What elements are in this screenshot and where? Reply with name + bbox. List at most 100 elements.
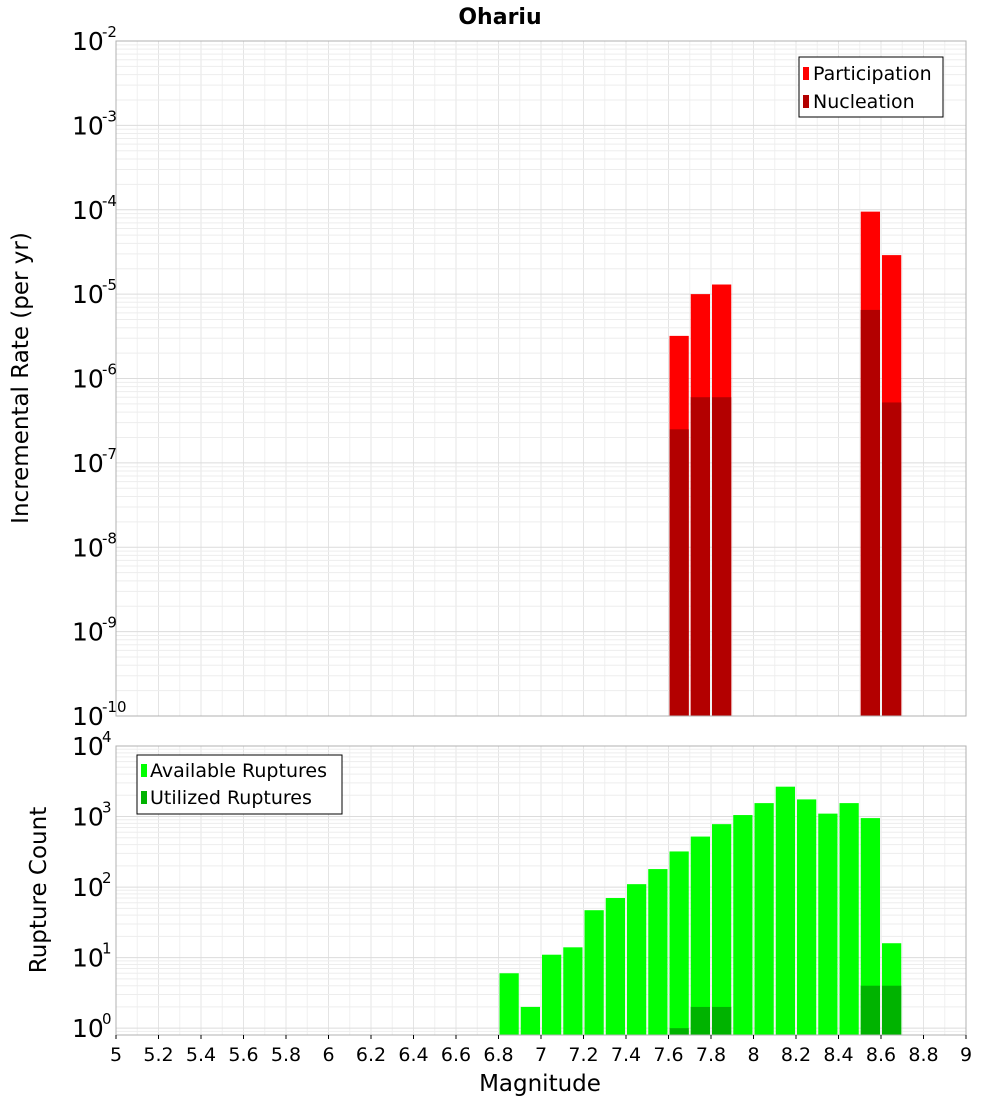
bar-utilized-ruptures xyxy=(860,985,880,1035)
bar-utilized-ruptures xyxy=(882,985,902,1035)
legend-swatch-available-ruptures xyxy=(141,764,147,777)
bar-available-ruptures xyxy=(860,818,880,1035)
y-tick-base: 10 xyxy=(72,1014,104,1043)
y-tick-base: 10 xyxy=(72,365,104,394)
bar-available-ruptures xyxy=(669,851,689,1035)
y-tick-label: 10-5 xyxy=(72,276,117,309)
y-tick-base: 10 xyxy=(72,196,104,225)
bottom-bars xyxy=(499,786,902,1035)
top-panel: 10-210-310-410-510-610-710-810-910-10 In… xyxy=(8,23,967,731)
x-axis-title: Magnitude xyxy=(479,1071,601,1097)
y-tick-exponent: 2 xyxy=(102,869,112,887)
y-tick-label: 104 xyxy=(72,728,112,761)
legend-label-utilized-ruptures: Utilized Ruptures xyxy=(150,787,312,809)
legend-swatch-utilized-ruptures xyxy=(141,791,147,804)
y-tick-label: 100 xyxy=(72,1010,112,1043)
bar-available-ruptures xyxy=(563,947,583,1035)
top-legend-box xyxy=(798,56,944,118)
y-tick-exponent: -7 xyxy=(102,445,117,463)
y-tick-label: 10-6 xyxy=(72,361,117,394)
bar-available-ruptures xyxy=(542,954,562,1035)
y-tick-exponent: 1 xyxy=(102,940,112,958)
x-tick-label: 7.4 xyxy=(611,1044,641,1066)
top-gridlines xyxy=(115,40,967,717)
y-tick-label: 10-3 xyxy=(72,107,117,140)
y-tick-exponent: -5 xyxy=(102,276,117,294)
bar-available-ruptures xyxy=(605,898,625,1035)
x-tick-label: 7.6 xyxy=(653,1044,683,1066)
y-tick-base: 10 xyxy=(72,702,104,731)
top-legend: Participation Nucleation xyxy=(798,56,944,118)
y-tick-base: 10 xyxy=(72,618,104,647)
y-tick-base: 10 xyxy=(72,533,104,562)
x-tick-label: 6.4 xyxy=(398,1044,428,1066)
y-tick-base: 10 xyxy=(72,449,104,478)
top-y-tick-labels: 10-210-310-410-510-610-710-810-910-10 xyxy=(72,23,127,731)
y-tick-label: 10-7 xyxy=(72,445,117,478)
bottom-legend: Available Ruptures Utilized Ruptures xyxy=(136,754,343,815)
y-tick-exponent: -8 xyxy=(102,529,117,547)
y-tick-exponent: 4 xyxy=(102,728,112,746)
x-tick-label: 5.6 xyxy=(228,1044,258,1066)
y-tick-exponent: -4 xyxy=(102,192,117,210)
bar-nucleation xyxy=(690,397,710,716)
bar-nucleation xyxy=(712,397,732,716)
legend-label-nucleation: Nucleation xyxy=(813,91,915,113)
bar-available-ruptures xyxy=(690,836,710,1035)
x-tick-label: 8 xyxy=(747,1044,759,1066)
x-tick-label: 7.8 xyxy=(696,1044,726,1066)
y-tick-exponent: -3 xyxy=(102,107,117,125)
y-tick-label: 103 xyxy=(72,799,112,832)
y-tick-base: 10 xyxy=(72,803,104,832)
y-tick-base: 10 xyxy=(72,873,104,902)
bottom-y-axis-title: Rupture Count xyxy=(26,807,52,973)
y-tick-label: 10-9 xyxy=(72,614,117,647)
x-tick-label: 6.8 xyxy=(483,1044,513,1066)
y-tick-label: 10-10 xyxy=(72,698,127,731)
y-tick-base: 10 xyxy=(72,111,104,140)
bar-available-ruptures xyxy=(797,799,817,1035)
y-tick-base: 10 xyxy=(72,280,104,309)
y-tick-exponent: 3 xyxy=(102,799,112,817)
bar-available-ruptures xyxy=(648,869,668,1035)
bar-available-ruptures xyxy=(520,1006,540,1035)
bar-nucleation xyxy=(669,429,689,716)
bar-available-ruptures xyxy=(733,815,753,1035)
y-tick-exponent: -10 xyxy=(102,698,127,716)
y-tick-label: 101 xyxy=(72,940,112,973)
x-tick-label: 9 xyxy=(960,1044,972,1066)
y-tick-exponent: -6 xyxy=(102,361,117,379)
x-tick-label: 8.6 xyxy=(866,1044,896,1066)
y-tick-label: 10-8 xyxy=(72,529,117,562)
bar-available-ruptures xyxy=(839,803,859,1035)
x-tick-labels: 5 5.2 5.4 5.6 5.8 6 6.2 6.4 6.6 6.8 7 7.2 7.4 7.6 7.8 8… xyxy=(110,1035,972,1066)
top-y-axis-title: Incremental Rate (per yr) xyxy=(8,232,34,524)
y-tick-base: 10 xyxy=(72,944,104,973)
y-tick-base: 10 xyxy=(72,732,104,761)
legend-swatch-participation xyxy=(803,67,809,80)
legend-swatch-nucleation xyxy=(803,95,809,108)
bar-available-ruptures xyxy=(499,973,519,1035)
y-tick-base: 10 xyxy=(72,27,104,56)
bar-available-ruptures xyxy=(775,786,795,1035)
x-tick-label: 8.8 xyxy=(908,1044,938,1066)
chart-title: Ohariu xyxy=(458,5,541,30)
x-tick-label: 5.4 xyxy=(186,1044,216,1066)
x-tick-label: 8.2 xyxy=(781,1044,811,1066)
x-tick-label: 5.2 xyxy=(143,1044,173,1066)
y-tick-exponent: 0 xyxy=(102,1010,112,1028)
x-tick-label: 6.6 xyxy=(441,1044,471,1066)
bar-available-ruptures xyxy=(818,813,838,1035)
x-tick-label: 8.4 xyxy=(823,1044,853,1066)
bar-available-ruptures xyxy=(584,910,604,1035)
bar-available-ruptures xyxy=(712,824,732,1035)
bar-available-ruptures xyxy=(754,803,774,1035)
y-tick-exponent: -2 xyxy=(102,23,117,41)
y-tick-label: 102 xyxy=(72,869,112,902)
legend-label-participation: Participation xyxy=(813,63,932,85)
x-tick-label: 5.8 xyxy=(271,1044,301,1066)
bar-utilized-ruptures xyxy=(712,1006,732,1035)
